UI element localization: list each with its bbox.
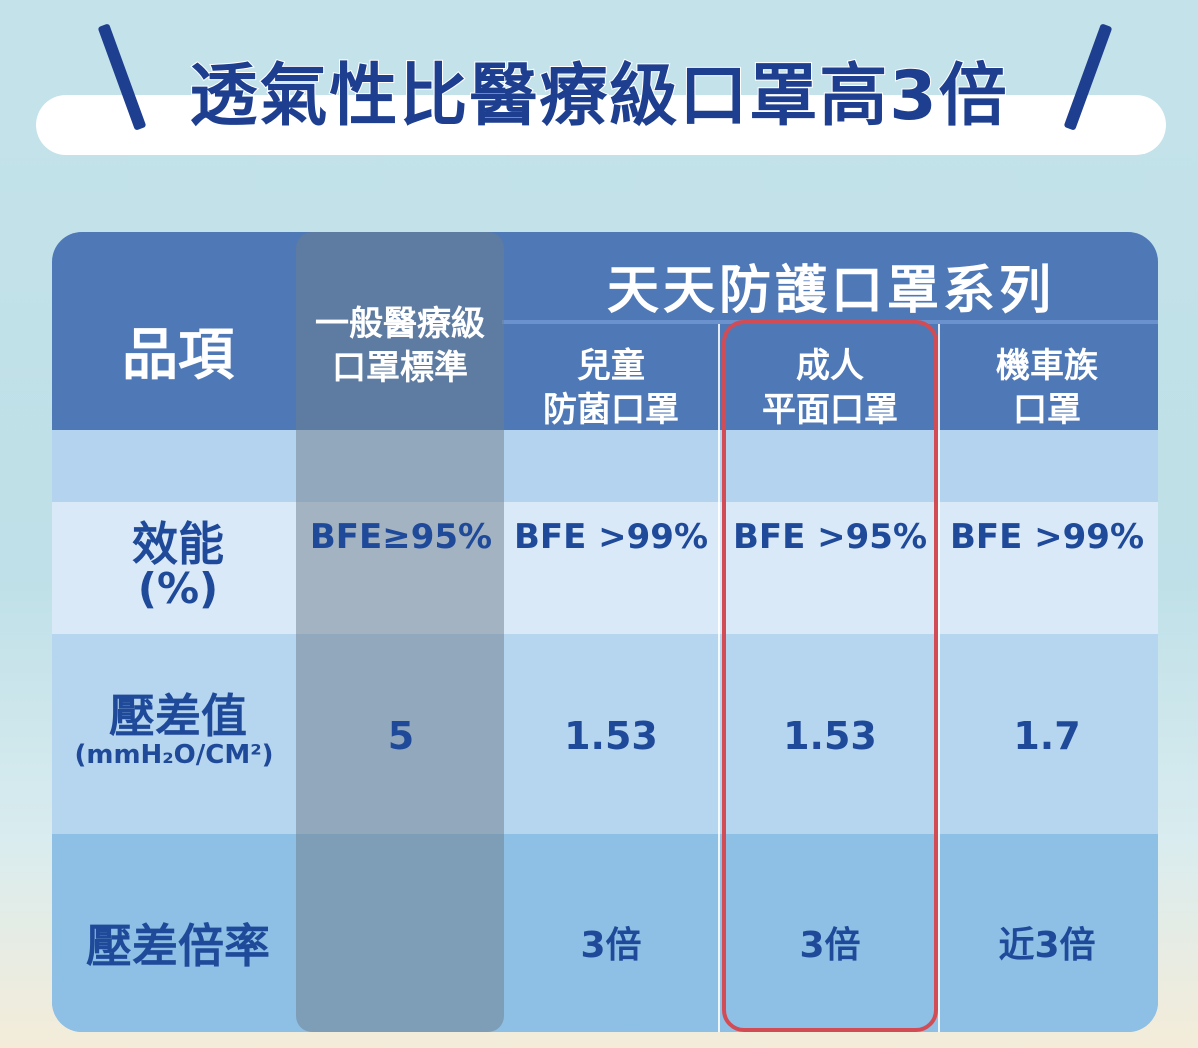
ratio-adult: 3倍 bbox=[799, 925, 861, 966]
header-kids-line2: 防菌口罩 bbox=[543, 390, 679, 430]
efficiency-moto: BFE >99% bbox=[949, 517, 1145, 557]
ratio-kids: 3倍 bbox=[580, 925, 642, 966]
title-band bbox=[36, 95, 1166, 155]
header-medical-line2: 口罩標準 bbox=[332, 348, 468, 388]
pressure-label: 壓差值 bbox=[109, 689, 247, 743]
header-moto-line2: 口罩 bbox=[1013, 390, 1081, 430]
efficiency-kids: BFE >99% bbox=[513, 517, 709, 557]
header-adult-line2: 平面口罩 bbox=[762, 390, 898, 430]
header-item-label: 品項 bbox=[122, 323, 234, 388]
efficiency-unit: (%) bbox=[137, 564, 219, 613]
table-row-pressure bbox=[52, 634, 1158, 834]
header-moto-line1: 機車族 bbox=[996, 346, 1098, 386]
comparison-table bbox=[52, 232, 1158, 1032]
header-adult-line1: 成人 bbox=[796, 346, 864, 386]
pressure-moto: 1.7 bbox=[1013, 714, 1081, 758]
column-divider bbox=[938, 324, 940, 1032]
page-title: 透氣性比醫療級口罩高3倍 bbox=[188, 56, 1009, 137]
pressure-unit: (mmH₂O/CM²) bbox=[74, 740, 274, 770]
pressure-kids: 1.53 bbox=[564, 714, 658, 758]
series-title: 天天防護口罩系列 bbox=[606, 261, 1055, 321]
efficiency-adult: BFE >95% bbox=[732, 517, 928, 557]
pressure-adult: 1.53 bbox=[783, 714, 877, 758]
table-header-row bbox=[52, 232, 1158, 430]
column-divider bbox=[718, 324, 720, 1032]
table-row-ratio bbox=[52, 834, 1158, 1032]
header-medical-line1: 一般醫療級 bbox=[315, 304, 485, 344]
efficiency-label: 效能 bbox=[132, 517, 224, 571]
table-row-efficiency bbox=[52, 502, 1158, 634]
ratio-label: 壓差倍率 bbox=[86, 919, 270, 973]
medical-standard-column bbox=[296, 232, 504, 1032]
efficiency-medical: BFE≥95% bbox=[309, 517, 493, 557]
table-spacer-row bbox=[52, 430, 1158, 502]
header-kids-line1: 兒童 bbox=[577, 346, 645, 386]
adult-mask-highlight bbox=[722, 320, 938, 1032]
ratio-moto: 近3倍 bbox=[998, 925, 1096, 966]
pressure-medical: 5 bbox=[387, 714, 415, 758]
